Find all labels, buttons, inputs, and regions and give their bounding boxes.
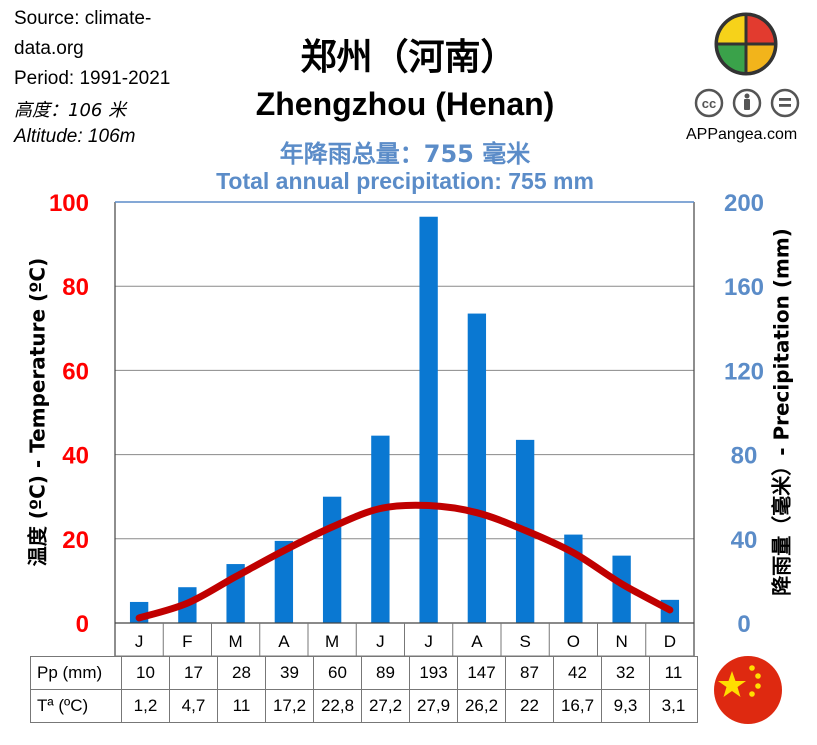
data-table: Pp (mm) 10 17 28 39 60 89 193 147 87 42 … (30, 656, 698, 723)
table-cell: 89 (361, 656, 410, 690)
table-cell: 11 (649, 656, 698, 690)
y-tick-label-left: 100 (49, 190, 89, 217)
table-row-label: Pp (mm) (30, 656, 122, 690)
table-cell: 193 (409, 656, 458, 690)
x-tick-label: J (135, 632, 144, 651)
table-row-label: Tª (ºC) (30, 689, 122, 723)
y-tick-label-right: 160 (724, 274, 764, 301)
precipitation-bar (467, 313, 487, 623)
china-flag-icon (714, 656, 782, 724)
subtitle-chinese: 年降雨总量：755 毫米 (279, 140, 531, 168)
x-tick-label: J (424, 632, 433, 651)
y-tick-label-left: 80 (62, 274, 89, 301)
x-tick-label: M (229, 632, 243, 651)
table-cell: 27,9 (409, 689, 458, 723)
y-tick-label-left: 20 (62, 527, 89, 554)
y-tick-label-left: 60 (62, 358, 89, 385)
precipitation-bar (322, 496, 342, 623)
precipitation-bar (274, 540, 294, 623)
title-chinese: 郑州（河南） (300, 37, 517, 78)
table-cell: 42 (553, 656, 602, 690)
table-cell: 9,3 (601, 689, 650, 723)
table-cell: 60 (313, 656, 362, 690)
y-tick-label-right: 40 (731, 527, 758, 554)
y-tick-label-left: 0 (76, 611, 89, 638)
x-tick-label: D (664, 632, 676, 651)
temperature-line (135, 501, 674, 622)
precipitation-bar (612, 555, 631, 623)
x-tick-label: A (278, 632, 290, 651)
puzzle-logo-icon (714, 12, 778, 76)
x-tick-label: J (376, 632, 385, 651)
x-tick-label: M (325, 632, 339, 651)
table-cell: 22 (505, 689, 554, 723)
table-row-temperature: Tª (ºC) 1,2 4,7 11 17,2 22,8 27,2 27,9 2… (30, 689, 698, 723)
table-cell: 26,2 (457, 689, 506, 723)
x-tick-label: S (519, 632, 530, 651)
x-tick-label: N (615, 632, 627, 651)
table-cell: 27,2 (361, 689, 410, 723)
table-cell: 17 (169, 656, 218, 690)
table-cell: 3,1 (649, 689, 698, 723)
title-english: Zhengzhou (Henan) (255, 86, 555, 122)
period-label: Period: 1991-2021 (14, 68, 171, 89)
y-tick-label-right: 80 (731, 443, 758, 470)
brand-label: APPangea.com (686, 126, 798, 143)
table-cell: 28 (217, 656, 266, 690)
table-cell: 16,7 (553, 689, 602, 723)
table-cell: 147 (457, 656, 506, 690)
altitude-cn: 高度：106 米 (14, 100, 127, 121)
y-tick-label-left: 40 (62, 443, 89, 470)
table-cell: 10 (121, 656, 170, 690)
y-tick-label-right: 120 (724, 358, 764, 385)
source-line-2: data.org (14, 38, 84, 59)
y-tick-label-right: 200 (724, 190, 764, 217)
table-cell: 1,2 (121, 689, 170, 723)
table-row-precipitation: Pp (mm) 10 17 28 39 60 89 193 147 87 42 … (30, 656, 698, 690)
table-cell: 4,7 (169, 689, 218, 723)
precipitation-bar (371, 435, 390, 623)
precipitation-bar (419, 216, 438, 624)
x-tick-label: F (182, 632, 192, 651)
svg-text:cc: cc (702, 96, 716, 111)
x-tick-label: O (567, 632, 580, 651)
source-line-1: Source: climate- (14, 8, 152, 29)
table-cell: 22,8 (313, 689, 362, 723)
cc-by-nd-license-icon: cc (694, 88, 800, 118)
x-tick-label: A (471, 632, 483, 651)
table-cell: 32 (601, 656, 650, 690)
table-cell: 11 (217, 689, 266, 723)
table-cell: 87 (505, 656, 554, 690)
table-cell: 39 (265, 656, 314, 690)
subtitle-english: Total annual precipitation: 755 mm (216, 168, 594, 194)
altitude-en: Altitude: 106m (14, 126, 136, 147)
table-cell: 17,2 (265, 689, 314, 723)
y-tick-label-right: 0 (737, 611, 750, 638)
